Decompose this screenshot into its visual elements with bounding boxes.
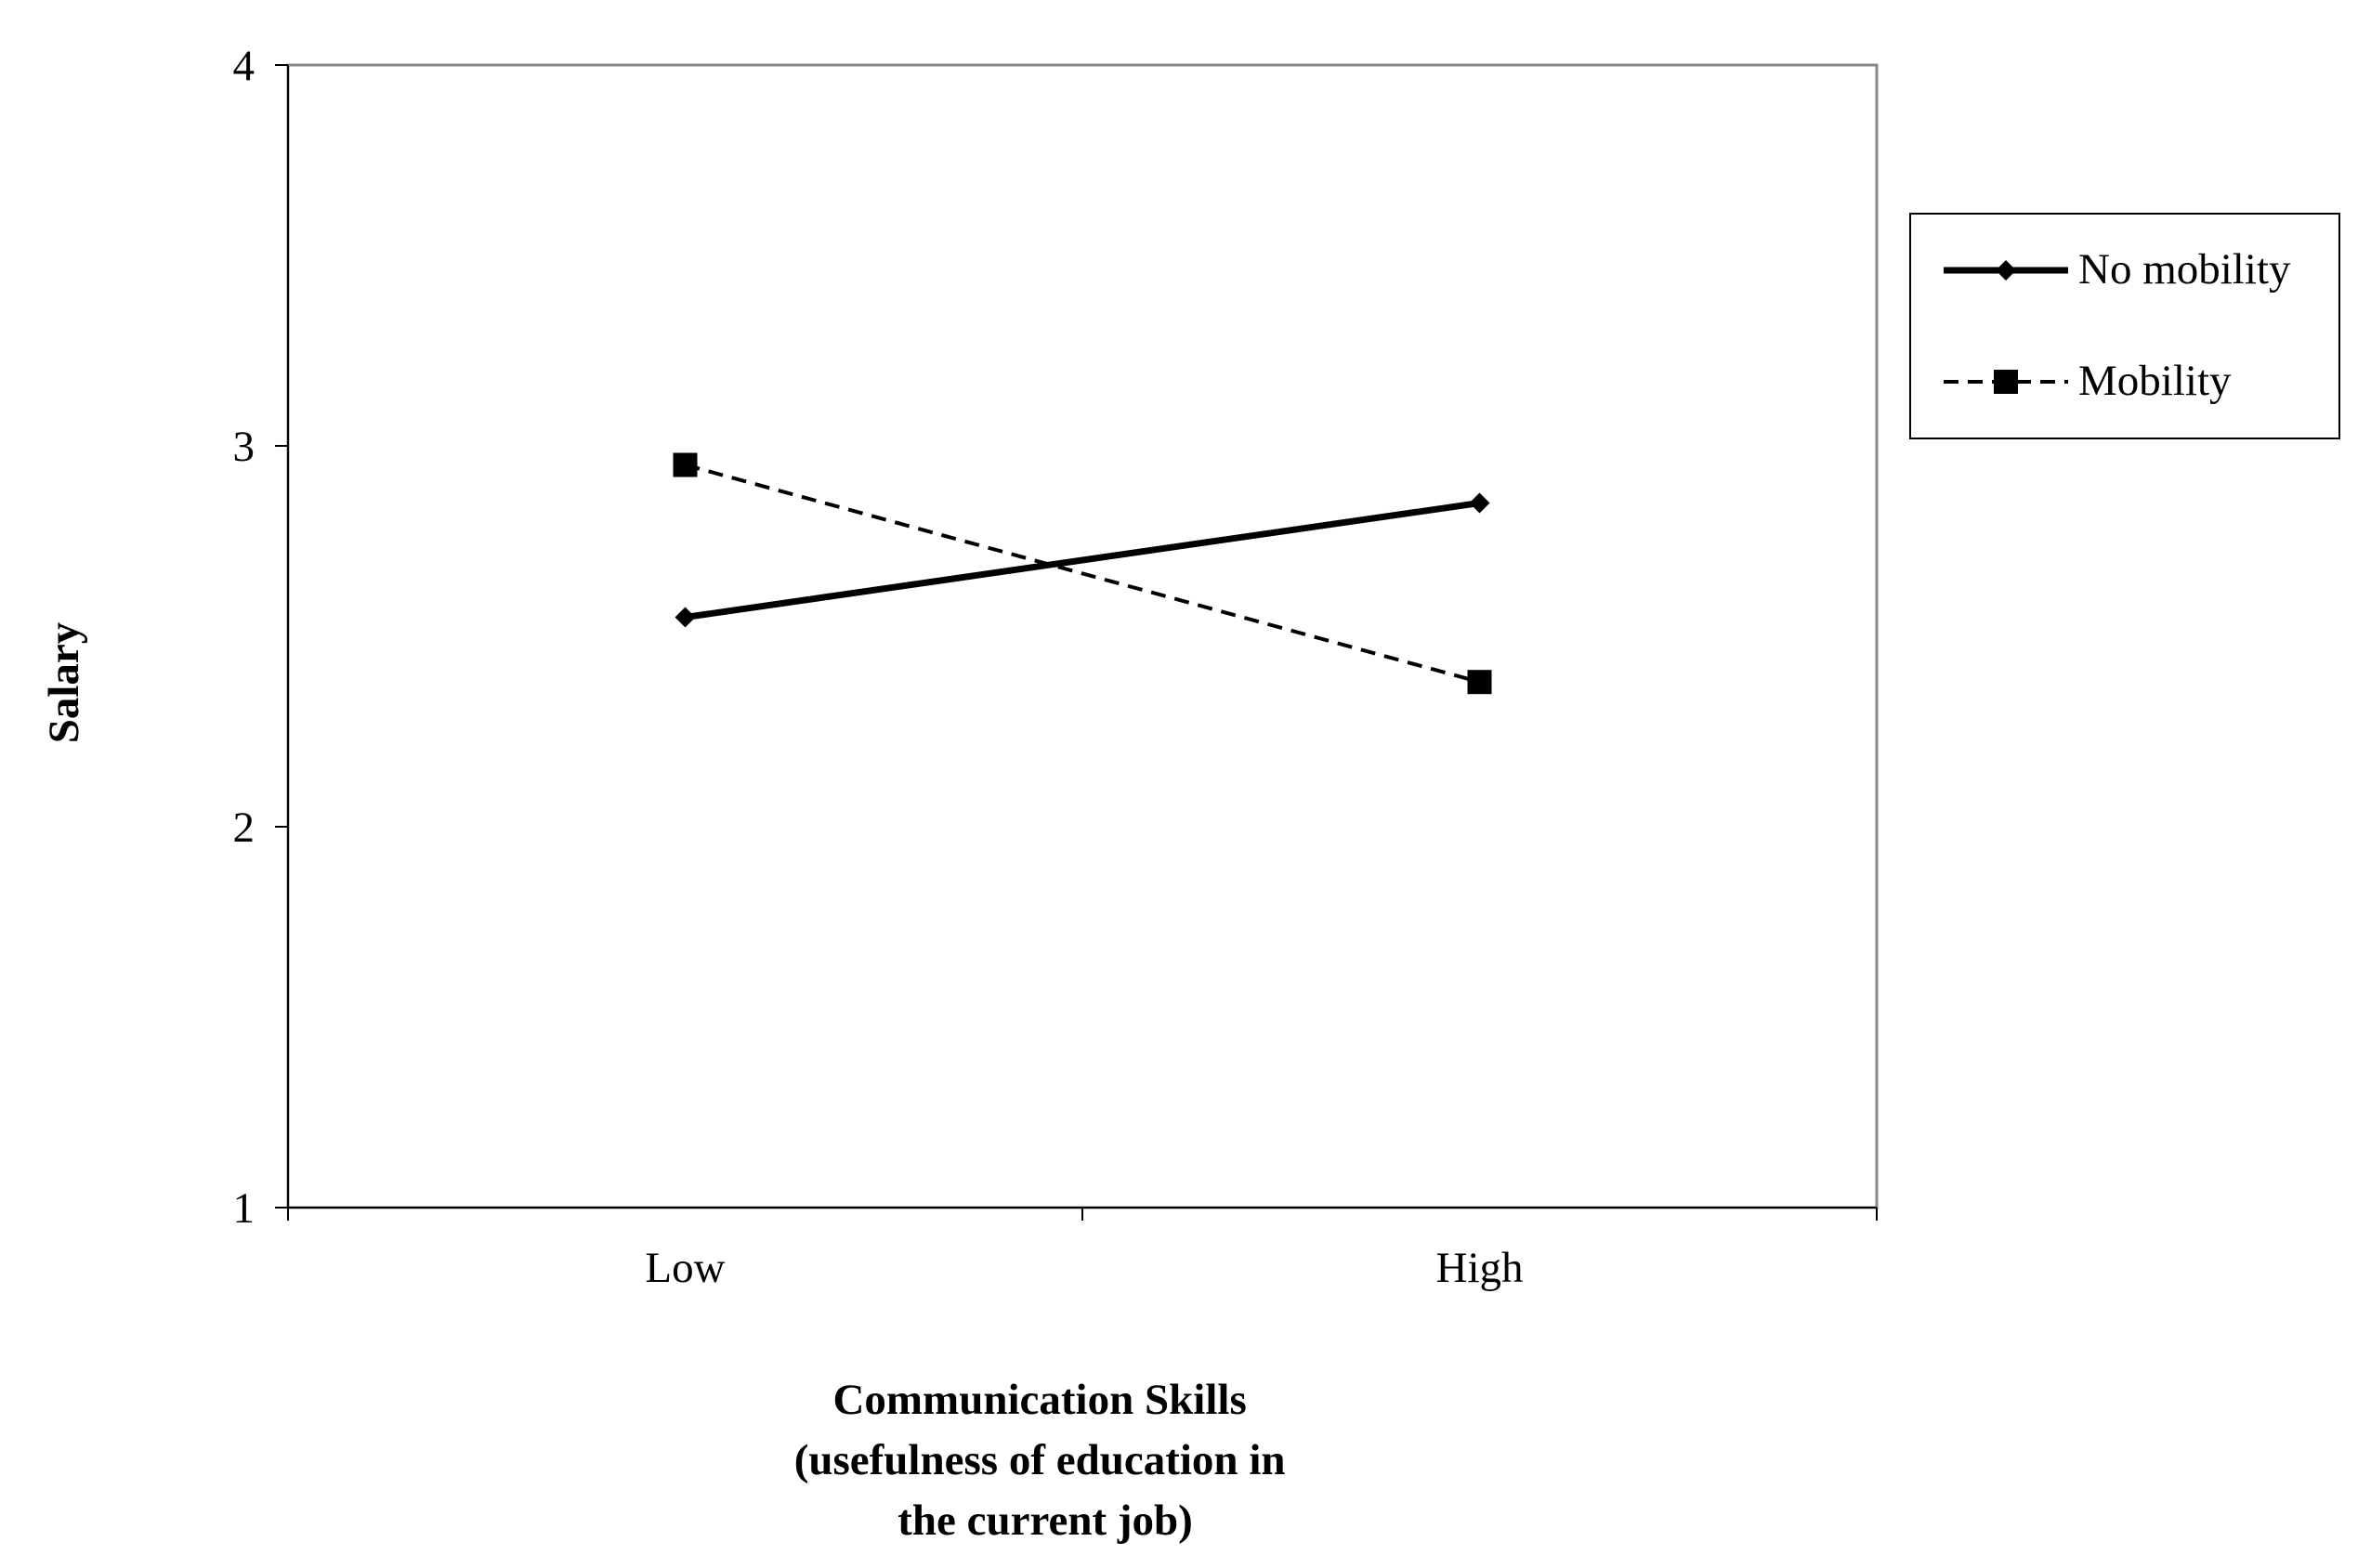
legend-label-mobility: Mobility [2078, 357, 2232, 405]
y-axis-title: Salary [40, 621, 88, 743]
x-tick-label-high: High [1436, 1244, 1524, 1292]
x-tick-label-low: Low [645, 1244, 725, 1292]
legend-label-no-mobility: No mobility [2078, 245, 2291, 294]
point-no-mobility-low [675, 607, 696, 628]
legend-marker-no-mobility [1996, 260, 2016, 281]
point-mobility-high [1467, 670, 1492, 695]
plot-area [286, 63, 1879, 1209]
series-line-mobility [684, 463, 1481, 685]
x-axis-title-line-1: Communication Skills [832, 1376, 1246, 1424]
y-tick-label-3: 3 [233, 423, 255, 471]
legend-box [1909, 213, 2340, 439]
x-axis-title-line-3: the current job) [897, 1496, 1193, 1545]
point-no-mobility-high [1469, 492, 1490, 514]
legend-marker-mobility [1994, 370, 2018, 394]
y-tick-label-2: 2 [233, 804, 255, 852]
series-group [673, 452, 1492, 695]
y-axis: 1 2 3 4 [233, 42, 289, 1233]
x-axis-title: Communication Skills (usefulness of educ… [794, 1376, 1297, 1545]
legend: No mobility Mobility [1909, 213, 2340, 439]
series-line-no-mobility [685, 500, 1480, 621]
y-tick-label-4: 4 [233, 42, 255, 90]
point-mobility-low [673, 452, 698, 477]
x-axis-title-line-2: (usefulness of education in [794, 1436, 1286, 1484]
y-tick-label-1: 1 [233, 1184, 255, 1233]
x-axis: Low High [287, 1207, 1878, 1292]
